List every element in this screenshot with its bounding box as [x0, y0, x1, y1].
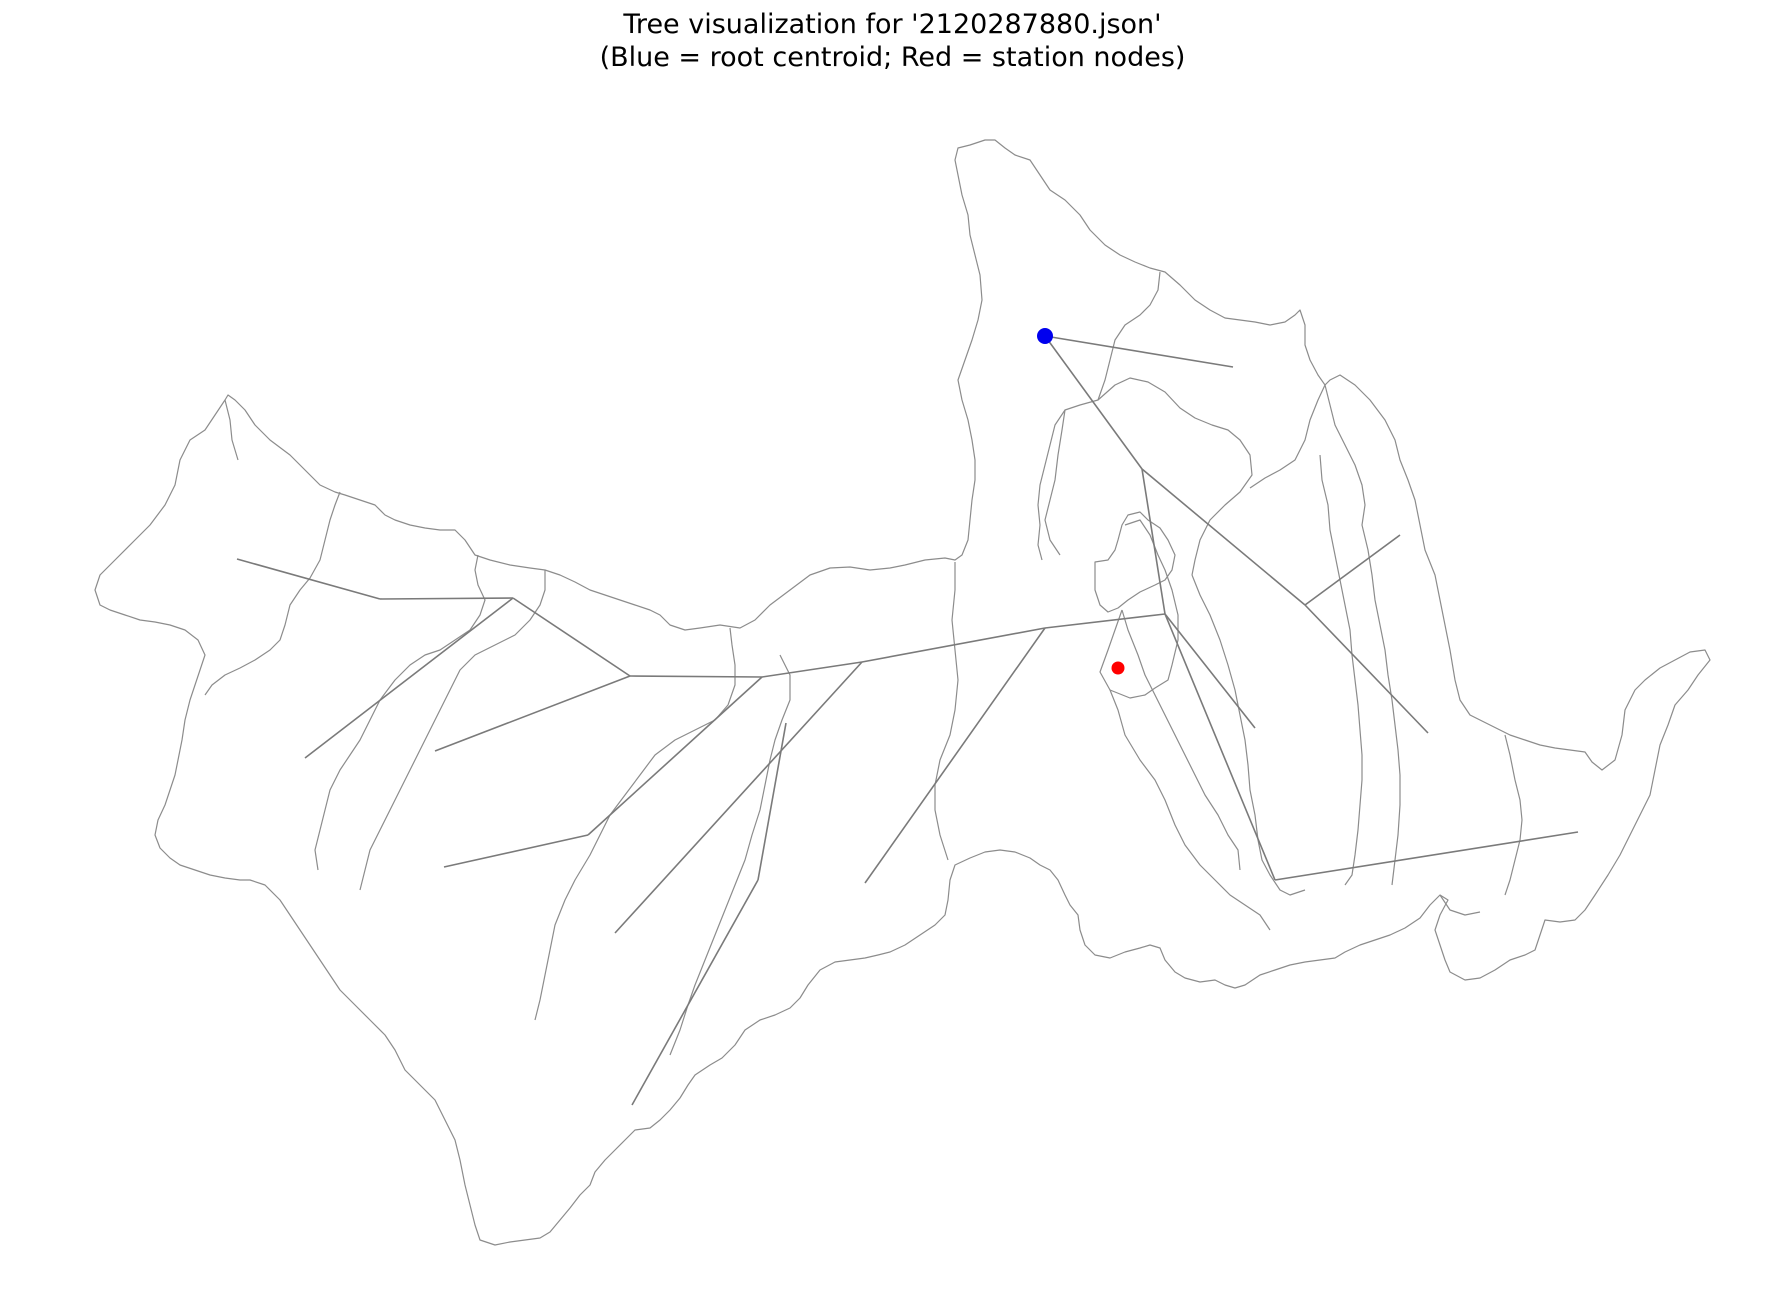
divide-south-1	[1109, 689, 1271, 931]
divide-north-1	[1037, 271, 1161, 561]
divide-north-3	[1249, 384, 1326, 489]
edge	[1164, 613, 1256, 729]
divide-east-5	[1319, 454, 1363, 886]
tree-edges	[236, 335, 1579, 1106]
edge	[1304, 604, 1429, 734]
divide-south-3	[1504, 734, 1523, 896]
edge	[304, 597, 514, 759]
edge	[1044, 613, 1166, 629]
title-line-2: (Blue = root centroid; Red = station nod…	[599, 42, 1186, 73]
divide-east-4	[1324, 384, 1401, 886]
edge	[864, 627, 1046, 884]
divide-central-1	[534, 627, 736, 1021]
station-node	[1111, 661, 1125, 675]
edge	[1044, 335, 1143, 470]
edge	[861, 627, 1046, 663]
divide-station-pocket	[1094, 511, 1176, 613]
tree-nodes	[1037, 328, 1125, 675]
edge	[1304, 534, 1401, 606]
edge	[757, 722, 787, 881]
edge	[629, 675, 763, 678]
edge	[512, 597, 631, 677]
edge	[587, 676, 763, 836]
edge	[434, 675, 631, 752]
root-centroid-node	[1037, 328, 1053, 344]
divide-south-2	[1121, 609, 1241, 871]
edge	[631, 879, 759, 1106]
divide-central-3	[934, 562, 959, 861]
divide-south-4	[1439, 894, 1481, 916]
edge	[1141, 468, 1166, 615]
divide-west-3	[359, 570, 546, 891]
divide-northwest-1	[224, 399, 239, 461]
divide-east-2	[1099, 519, 1179, 699]
edge	[236, 558, 381, 600]
outer-basin-boundary	[94, 139, 1711, 1246]
title-line-1: Tree visualization for '2120287880.json'	[623, 9, 1162, 40]
divide-west-2	[314, 554, 486, 871]
figure-title: Tree visualization for '2120287880.json'…	[0, 8, 1785, 74]
edge	[761, 661, 863, 678]
edge	[379, 597, 514, 600]
divide-central-2	[669, 654, 791, 1056]
edge	[1164, 613, 1276, 881]
edge	[1044, 335, 1234, 368]
divide-north-2	[1097, 377, 1253, 576]
edge	[614, 661, 863, 934]
divide-west-1	[204, 491, 341, 696]
divide-east-1	[1044, 409, 1066, 556]
edge	[443, 834, 589, 868]
divide-east-3	[1191, 574, 1306, 896]
edge	[1141, 468, 1306, 606]
basin-boundaries	[94, 139, 1711, 1246]
edge	[1274, 831, 1579, 881]
